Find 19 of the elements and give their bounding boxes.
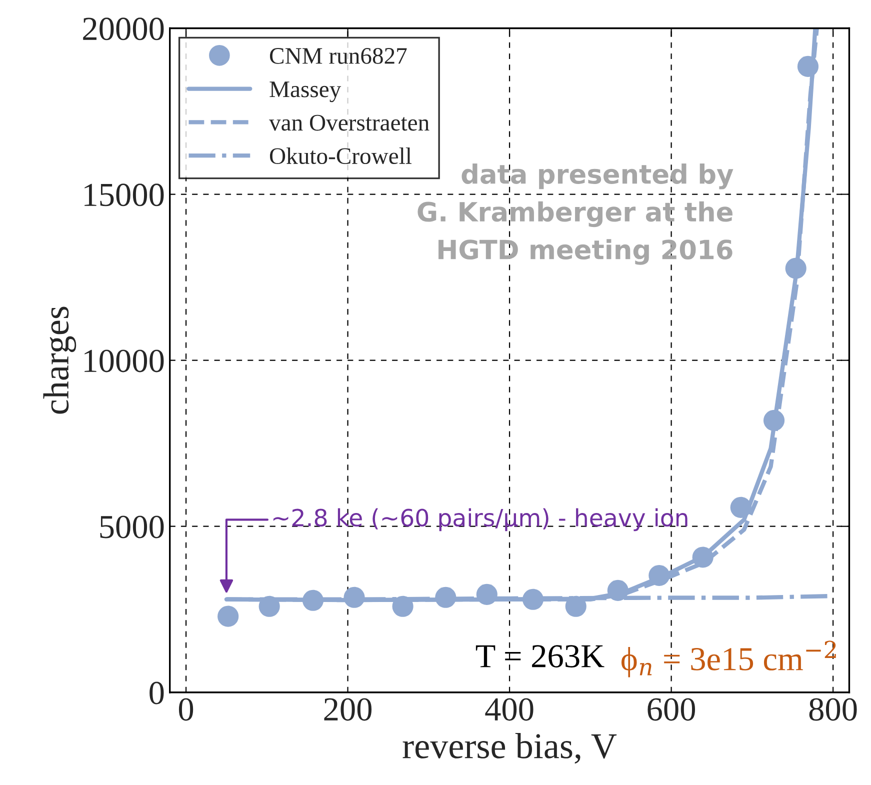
y-tick-label: 5000: [100, 516, 164, 538]
annotation: ~2.8 ke (~60 pairs/μm) - heavy ion: [273, 508, 688, 532]
annotation: data presented by G. Kramberger at the HGTD meeting 2016: [418, 164, 734, 265]
x-tick-label: 0: [178, 698, 194, 721]
annotation: ϕ$_{n}$ = 3e15 cm$^{−2}$: [621, 640, 836, 678]
legend-label: Massey: [270, 82, 342, 102]
legend-label: CNM run6827: [270, 48, 407, 64]
y-axis-title: charges: [43, 306, 76, 414]
legend-label: van Overstraeten: [269, 114, 430, 131]
y-tick-label: 0: [150, 682, 164, 704]
y-tick-label: 20000: [83, 18, 164, 40]
legend-label: Okuto-Crowell: [270, 147, 412, 164]
x-tick-label: 400: [485, 698, 534, 721]
x-tick-label: 800: [809, 698, 857, 721]
y-tick-label: 10000: [84, 350, 164, 372]
y-tick-label: 15000: [84, 184, 164, 206]
x-axis-title: reverse bias, V: [402, 733, 617, 764]
x-tick-label: 200: [324, 698, 372, 721]
x-tick-label: 600: [648, 698, 696, 721]
